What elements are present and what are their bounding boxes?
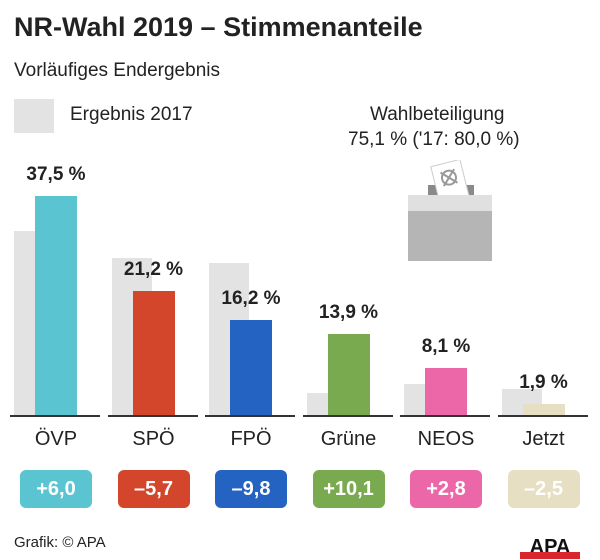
bar-2019 bbox=[425, 367, 467, 415]
legend-label: Ergebnis 2017 bbox=[70, 104, 193, 125]
party-label: NEOS bbox=[417, 428, 475, 450]
party-label: FPÖ bbox=[230, 428, 272, 450]
bar-2019 bbox=[132, 291, 175, 415]
chart-subtitle: Vorläufiges Endergebnis bbox=[14, 60, 220, 81]
value-label: 1,9 % bbox=[519, 371, 568, 393]
ballot-box-icon bbox=[408, 160, 492, 261]
party-label: Grüne bbox=[320, 428, 377, 450]
change-badge: +2,8 bbox=[410, 470, 482, 508]
value-label: 8,1 % bbox=[421, 335, 471, 357]
chart-title: NR-Wahl 2019 – Stimmenanteile bbox=[14, 12, 423, 42]
value-label: 37,5 % bbox=[26, 164, 86, 185]
legend-swatch bbox=[14, 99, 54, 133]
axis-line bbox=[497, 415, 588, 417]
axis-line bbox=[400, 415, 490, 417]
axis-line bbox=[205, 415, 295, 417]
change-badge: –9,8 bbox=[215, 470, 287, 508]
value-label: 13,9 % bbox=[318, 301, 379, 323]
bar-2019 bbox=[522, 403, 565, 415]
axis-line bbox=[302, 415, 393, 417]
axis-line bbox=[107, 415, 198, 417]
change-badge: –5,7 bbox=[117, 470, 190, 508]
party-label: ÖVP bbox=[34, 428, 78, 450]
turnout-label: Wahlbeteiligung bbox=[370, 104, 505, 125]
bar-2019 bbox=[230, 320, 272, 415]
apa-logo: APA bbox=[520, 538, 580, 559]
change-badge: +10,1 bbox=[312, 470, 385, 508]
party-label: SPÖ bbox=[132, 428, 175, 450]
turnout-value: 75,1 % ('17: 80,0 %) bbox=[348, 129, 520, 150]
change-badge: –2,5 bbox=[507, 470, 580, 508]
change-badge: +6,0 bbox=[20, 470, 92, 508]
value-label: 21,2 % bbox=[123, 259, 184, 281]
credit: Grafik: © APA bbox=[14, 534, 106, 551]
axis-line bbox=[10, 415, 100, 417]
bar-2019 bbox=[35, 196, 77, 415]
party-label: Jetzt bbox=[522, 428, 565, 450]
value-label: 16,2 % bbox=[221, 288, 281, 310]
bar-2019 bbox=[327, 333, 370, 415]
